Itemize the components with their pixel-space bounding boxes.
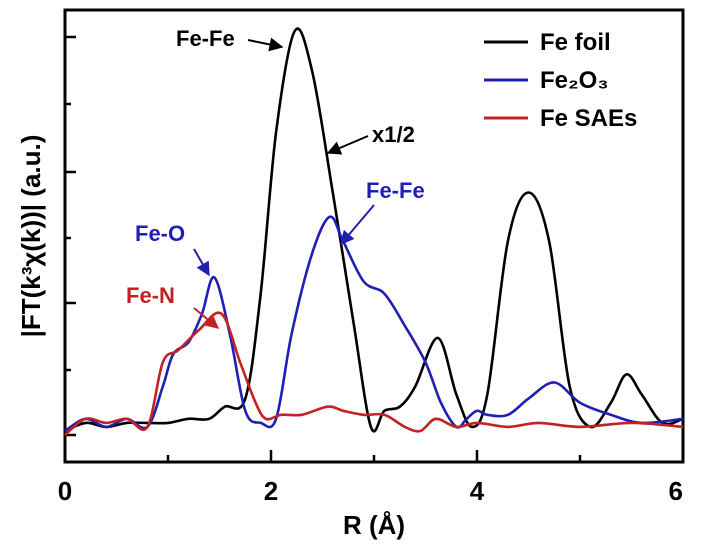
annotation-label: x1/2	[372, 122, 415, 147]
annotation-x-half: x1/2	[326, 122, 415, 155]
annotation-arrow	[193, 248, 210, 277]
annotation-fe-fe-oxide: Fe-Fe	[340, 178, 425, 246]
legend-item-fe2o3: Fe₂O₃	[484, 67, 608, 94]
annotation-arrow	[340, 204, 375, 246]
x-axis-title: R (Å)	[343, 510, 405, 540]
annotation-label: Fe-Fe	[176, 26, 235, 51]
annotation-label: Fe-Fe	[366, 178, 425, 203]
legend-label: Fe SAEs	[540, 105, 637, 132]
annotation-arrow	[193, 307, 220, 329]
x-tick-label: 2	[264, 476, 278, 506]
legend-label: Fe foil	[540, 29, 611, 56]
x-tick-label: 6	[669, 476, 683, 506]
annotation-fe-fe-foil: Fe-Fe	[176, 26, 284, 52]
annotation-fe-o: Fe-O	[135, 221, 210, 277]
series-line-fe-foil	[64, 27, 684, 433]
x-tick-label: 0	[58, 476, 72, 506]
annotation-fe-n: Fe-N	[126, 283, 220, 329]
legend-label: Fe₂O₃	[540, 67, 608, 94]
x-tick-label: 4	[470, 476, 485, 506]
annotation-label: Fe-O	[135, 221, 185, 246]
legend: Fe foil Fe₂O₃ Fe SAEs	[484, 29, 637, 132]
annotation-arrow	[247, 37, 284, 52]
legend-item-fe-saes: Fe SAEs	[484, 105, 637, 132]
y-ticks	[65, 35, 76, 437]
x-ticks	[63, 450, 685, 462]
series-line-fe-saes	[64, 311, 684, 437]
series-line-fe2o3	[64, 215, 684, 433]
y-axis-title: |FT(k³χ(k))| (a.u.)	[16, 135, 46, 338]
legend-item-fe-foil: Fe foil	[484, 29, 611, 56]
annotation-arrow	[326, 135, 369, 155]
annotation-label: Fe-N	[126, 283, 175, 308]
